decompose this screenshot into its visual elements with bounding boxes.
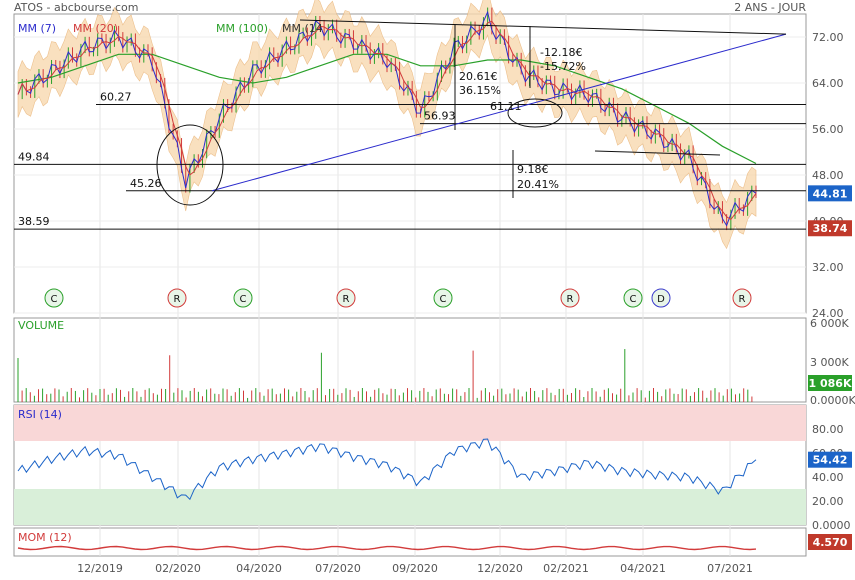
volume-badge-label: 1 086K: [809, 377, 852, 390]
signal-letter: R: [739, 294, 746, 305]
annotation-circle: [507, 98, 563, 128]
annotation-label: 20.41%: [517, 178, 559, 191]
level-label: 56.93: [424, 110, 456, 123]
series-line-mm20: [17, 20, 757, 221]
x-tick-label: 12/2019: [77, 562, 123, 575]
price-tick-label: 72.00: [812, 31, 844, 44]
signal-letter: R: [174, 294, 181, 305]
x-tick-label: 02/2020: [155, 562, 201, 575]
level-label: 38.59: [18, 215, 50, 228]
signal-letter: C: [240, 294, 247, 305]
rsi-tick-label: 0.0000: [812, 519, 851, 532]
mom-label: MOM (12): [18, 531, 72, 544]
rsi-oversold-zone: [14, 489, 806, 525]
volume-panel-frame: [13, 317, 807, 403]
signal-letter: R: [343, 294, 350, 305]
x-tick-label: 02/2021: [543, 562, 589, 575]
mom-panel-frame: [13, 527, 807, 557]
price-tick-label: 24.00: [812, 307, 844, 320]
signal-marker: [336, 288, 356, 308]
annotation-label: -15.72%: [540, 60, 586, 73]
level-label: 60.27: [100, 90, 132, 103]
rsi-tick-label: 80.00: [812, 423, 844, 436]
volume-tick-label: 6 000K: [810, 317, 849, 330]
legend-item: MM (20): [73, 22, 118, 35]
signal-marker: [44, 288, 64, 308]
rsi-overbought-zone: [14, 405, 806, 441]
price-tick-label: 64.00: [812, 77, 844, 90]
signal-letter: R: [567, 294, 574, 305]
chart-title: ATOS - abcbourse.com: [14, 1, 138, 14]
last-price-label: 44.81: [813, 187, 848, 200]
signal-marker: [732, 288, 752, 308]
annotation-label: 20.61€: [459, 70, 498, 83]
bollinger-band: [17, 0, 757, 250]
price-tick-label: 56.00: [812, 123, 844, 136]
price-tick-label: 48.00: [812, 169, 844, 182]
rsi-tick-label: 20.00: [812, 495, 844, 508]
rsi-badge: [808, 451, 852, 468]
signal-marker: [233, 288, 253, 308]
x-tick-label: 07/2020: [315, 562, 361, 575]
signal-marker: [560, 288, 580, 308]
legend-item: MM (14: [282, 22, 323, 35]
signal-letter: D: [657, 294, 665, 305]
annotation-label: 9.18€: [517, 163, 549, 176]
x-tick-label: 09/2020: [392, 562, 438, 575]
chart-period: 2 ANS - JOUR: [734, 1, 806, 14]
mom-badge: [808, 534, 852, 550]
signal-marker: [623, 288, 643, 308]
volume-tick-label: 0.0000K: [810, 394, 855, 407]
trendline-blue: [211, 33, 787, 192]
low-price-label: 38.74: [813, 222, 848, 235]
rsi-tick-label: 40.00: [812, 471, 844, 484]
annotation-label: 61.11: [490, 100, 522, 113]
trendline-short: [594, 150, 721, 156]
low-price-badge: [808, 220, 852, 237]
level-label: 49.84: [18, 150, 50, 163]
price-tick-label: 32.00: [812, 261, 844, 274]
mom-badge-label: 4.570: [813, 536, 848, 549]
annotation-label: 36.15%: [459, 84, 501, 97]
volume-label: VOLUME: [18, 319, 64, 332]
legend-item: MM (100): [216, 22, 268, 35]
signal-letter: C: [630, 294, 637, 305]
x-tick-label: 04/2021: [620, 562, 666, 575]
series-line-mm7: [17, 10, 757, 227]
x-tick-label: 04/2020: [236, 562, 282, 575]
signal-marker: [433, 288, 453, 308]
rsi-label: RSI (14): [18, 408, 62, 421]
last-price-badge: [808, 185, 852, 202]
annotation-circle: [156, 124, 224, 206]
trendline-black: [299, 19, 787, 35]
signal-marker: [167, 288, 187, 308]
level-label: 45.26: [130, 177, 162, 190]
signal-marker: [651, 288, 671, 308]
rsi-line: [17, 438, 757, 501]
x-tick-label: 07/2021: [707, 562, 753, 575]
signal-letter: C: [440, 294, 447, 305]
volume-tick-label: 3 000K: [810, 356, 849, 369]
mom-line: [17, 545, 757, 551]
volume-badge: [808, 375, 852, 391]
annotation-label: -12.18€: [540, 46, 582, 59]
x-tick-label: 12/2020: [477, 562, 523, 575]
rsi-badge-label: 54.42: [813, 454, 848, 467]
legend-item: MM (7): [18, 22, 56, 35]
signal-letter: C: [51, 294, 58, 305]
